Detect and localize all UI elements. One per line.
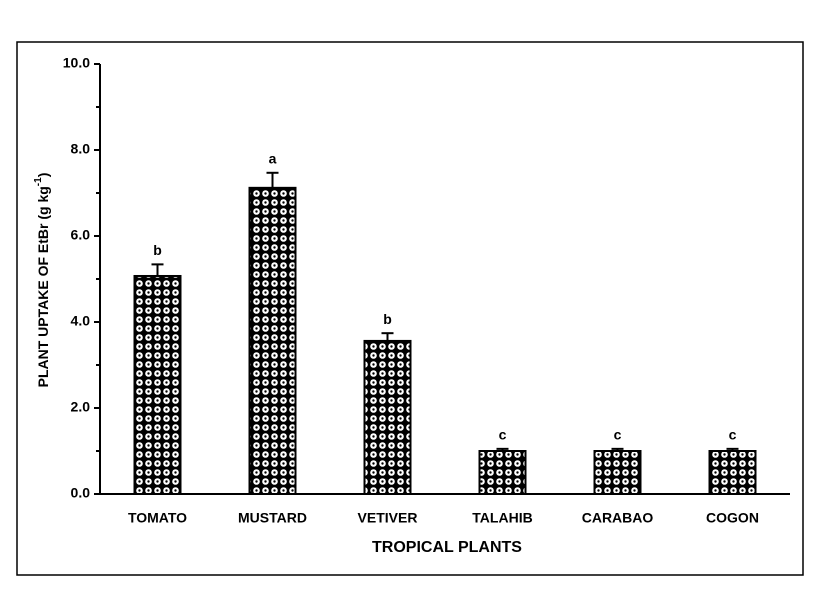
- y-axis-title-main: PLANT UPTAKE OF EtBr (g kg: [35, 186, 51, 387]
- significance-letter: b: [153, 242, 162, 258]
- y-axis-title-sup: -1: [33, 177, 44, 186]
- y-tick-label: 10.0: [63, 55, 90, 71]
- x-tick-label: TALAHIB: [472, 510, 532, 526]
- significance-letter: b: [383, 311, 392, 327]
- bar: [248, 186, 297, 495]
- bar: [133, 274, 182, 495]
- significance-letter: c: [499, 427, 507, 443]
- significance-letter: a: [269, 150, 277, 166]
- y-tick-label: 2.0: [71, 399, 91, 415]
- x-tick-label: CARABAO: [582, 510, 654, 526]
- x-tick-label: COGON: [706, 510, 759, 526]
- significance-letter: c: [729, 427, 737, 443]
- y-tick-label: 6.0: [71, 227, 91, 243]
- x-tick-label: MUSTARD: [238, 510, 307, 526]
- bar: [708, 450, 757, 495]
- x-tick-label: TOMATO: [128, 510, 187, 526]
- frame: [16, 41, 804, 576]
- y-tick-label: 8.0: [71, 141, 91, 157]
- x-axis-title: TROPICAL PLANTS: [372, 539, 522, 556]
- bar: [478, 450, 527, 495]
- bar: [593, 450, 642, 495]
- y-tick-label: 4.0: [71, 313, 91, 329]
- y-axis-title: PLANT UPTAKE OF EtBr (g kg-1): [33, 173, 51, 388]
- bar: [363, 339, 412, 496]
- x-tick-label: VETIVER: [358, 510, 418, 526]
- significance-letter: c: [614, 427, 622, 443]
- y-tick-label: 0.0: [71, 485, 91, 501]
- y-axis-title-end: ): [35, 173, 51, 178]
